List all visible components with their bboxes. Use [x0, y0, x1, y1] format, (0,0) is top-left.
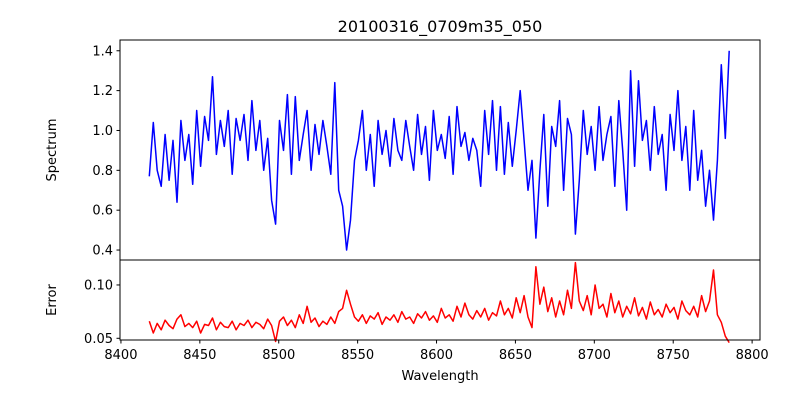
error-ytick: 0.05 [84, 332, 120, 347]
spectrum-panel: 0.4 0.6 0.8 1.0 1.2 1.4 [92, 39, 761, 261]
spectrum-ytick: 1.0 [92, 124, 120, 139]
spectrum-ytick: 0.6 [92, 204, 120, 219]
xtick-label: 8400 [104, 348, 137, 363]
ytick-label: 0.6 [92, 204, 113, 219]
ytick-label: 1.2 [92, 84, 113, 99]
xtick-label: 8500 [262, 348, 295, 363]
ytick-label: 0.10 [84, 278, 113, 293]
xtick: 8800 [736, 340, 769, 363]
spectrum-ylabel: Spectrum [45, 119, 60, 182]
error-ytick: 0.10 [84, 278, 120, 293]
spectrum-ytick: 0.4 [92, 244, 120, 259]
spectrum-ytick: 0.8 [92, 164, 120, 179]
xtick: 8450 [183, 340, 216, 363]
ytick-label: 1.4 [92, 44, 113, 59]
ytick-label: 1.0 [92, 124, 113, 139]
xtick-label: 8700 [578, 348, 611, 363]
ytick-label: 0.05 [84, 332, 113, 347]
xtick-label: 8450 [183, 348, 216, 363]
chart-title: 20100316_0709m35_050 [338, 17, 543, 37]
error-ylabel: Error [45, 284, 60, 316]
xtick: 8600 [420, 340, 453, 363]
error-line [148, 261, 730, 343]
xtick: 8700 [578, 340, 611, 363]
ytick-label: 0.8 [92, 164, 113, 179]
spectrum-ytick: 1.2 [92, 84, 120, 99]
xtick-label: 8550 [341, 348, 374, 363]
xtick: 8550 [341, 340, 374, 363]
xtick-label: 8800 [736, 348, 769, 363]
xtick-label: 8750 [657, 348, 690, 363]
xtick: 8400 [104, 340, 137, 363]
xtick: 8750 [657, 340, 690, 363]
ytick-label: 0.4 [92, 244, 113, 259]
x-axis-label: Wavelength [401, 369, 478, 384]
xtick-label: 8600 [420, 348, 453, 363]
xtick: 8500 [262, 340, 295, 363]
error-panel: 0.05 0.10 8400 8450 8500 8550 8600 8650 8700 8750… [84, 259, 769, 363]
spectrum-ytick: 1.4 [92, 44, 120, 59]
xtick-label: 8650 [499, 348, 532, 363]
spectrum-line [148, 50, 730, 251]
xtick: 8650 [499, 340, 532, 363]
error-axes-frame [119, 259, 761, 341]
